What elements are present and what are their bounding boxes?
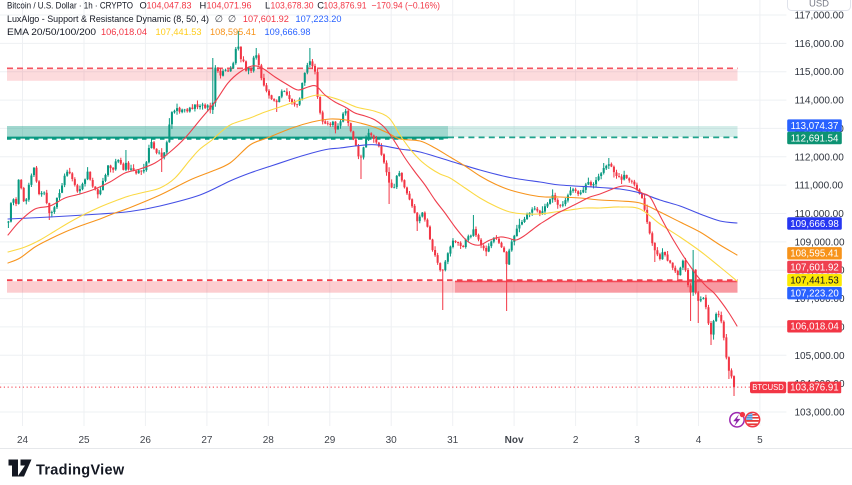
svg-text:106,018.04: 106,018.04: [101, 27, 147, 37]
svg-text:29: 29: [324, 435, 336, 446]
svg-text:TradingView: TradingView: [36, 463, 125, 479]
svg-text:30: 30: [386, 435, 398, 446]
svg-text:111,000.00: 111,000.00: [795, 181, 844, 192]
svg-text:107,000.00: 107,000.00: [795, 294, 845, 305]
svg-text:116,000.00: 116,000.00: [795, 39, 845, 50]
svg-text:25: 25: [78, 435, 90, 446]
svg-text:27: 27: [201, 435, 213, 446]
svg-text:24: 24: [17, 435, 29, 446]
svg-text:105,000.00: 105,000.00: [795, 351, 845, 362]
svg-text:L: L: [265, 0, 270, 10]
svg-text:4: 4: [696, 435, 702, 446]
svg-text:H: H: [200, 0, 207, 10]
svg-text:−170.94 (−0.16%): −170.94 (−0.16%): [372, 0, 441, 10]
svg-text:∅: ∅: [215, 14, 223, 24]
svg-text:112,000.00: 112,000.00: [795, 152, 845, 163]
svg-text:5: 5: [757, 435, 763, 446]
svg-text:103,876.91: 103,876.91: [324, 0, 367, 10]
svg-text:Nov: Nov: [505, 435, 524, 446]
svg-text:3: 3: [634, 435, 640, 446]
svg-text:104,047.83: 104,047.83: [147, 0, 192, 10]
svg-text:109,666.98: 109,666.98: [265, 27, 311, 37]
svg-text:26: 26: [140, 435, 152, 446]
svg-text:103,678.30: 103,678.30: [271, 0, 314, 10]
svg-text:USD: USD: [809, 0, 829, 10]
svg-text:117,000.00: 117,000.00: [795, 11, 845, 22]
svg-text:EMA 20/50/100/200: EMA 20/50/100/200: [7, 27, 96, 37]
svg-text:108,595.41: 108,595.41: [210, 27, 256, 37]
svg-text:28: 28: [263, 435, 275, 446]
svg-text:110,000.00: 110,000.00: [795, 209, 845, 220]
svg-text:113,074.37: 113,074.37: [791, 121, 839, 132]
svg-text:C: C: [317, 0, 324, 10]
svg-text:LuxAlgo - Support & Resistance: LuxAlgo - Support & Resistance Dynamic (…: [7, 14, 209, 24]
svg-text:109,000.00: 109,000.00: [795, 237, 845, 248]
svg-text:106,018.04: 106,018.04: [790, 322, 839, 333]
svg-text:2: 2: [573, 435, 579, 446]
svg-text:107,223.20: 107,223.20: [790, 289, 839, 300]
svg-text:104,071.96: 104,071.96: [207, 0, 252, 10]
svg-text:107,601.92: 107,601.92: [790, 262, 839, 273]
svg-text:103,876.91: 103,876.91: [790, 383, 839, 394]
svg-text:103,000.00: 103,000.00: [795, 408, 845, 419]
svg-text:∅: ∅: [228, 14, 236, 24]
svg-text:108,595.41: 108,595.41: [790, 249, 839, 260]
svg-text:115,000.00: 115,000.00: [795, 67, 845, 78]
svg-text:O: O: [140, 0, 147, 10]
svg-text:Bitcoin / U.S. Dollar · 1h · C: Bitcoin / U.S. Dollar · 1h · CRYPTO: [7, 0, 133, 10]
svg-text:114,000.00: 114,000.00: [795, 96, 845, 107]
svg-text:107,441.53: 107,441.53: [156, 27, 202, 37]
svg-text:107,601.92: 107,601.92: [243, 14, 289, 24]
svg-text:BTCUSD: BTCUSD: [752, 382, 784, 392]
svg-text:112,691.54: 112,691.54: [791, 133, 839, 144]
svg-text:107,441.53: 107,441.53: [790, 276, 839, 287]
svg-text:31: 31: [447, 435, 459, 446]
svg-text:107,223.20: 107,223.20: [296, 14, 342, 24]
svg-text:109,666.98: 109,666.98: [790, 219, 839, 230]
